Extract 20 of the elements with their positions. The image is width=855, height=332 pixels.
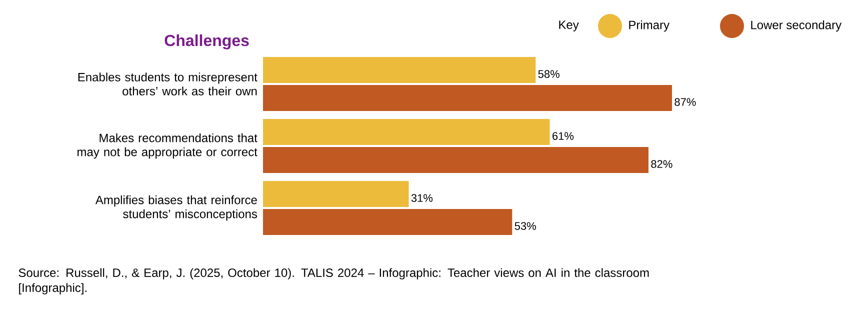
- legend-title: Key: [559, 20, 579, 32]
- bar: [263, 57, 536, 83]
- data-label: 53%: [514, 222, 536, 230]
- chart-title: Challenges: [164, 34, 249, 50]
- data-label: 61%: [552, 132, 574, 140]
- bar: [263, 118, 550, 145]
- data-label: 87%: [674, 98, 696, 106]
- source-note: Source: Russell, D., & Earp, J. (2025, October 10). TALIS 2024 – Infographic: Teacher views on AI in the classroom [Infographic].: [18, 268, 649, 294]
- bar: [263, 146, 648, 173]
- bar: [263, 85, 672, 111]
- bar: [263, 180, 409, 207]
- y-tick-label: Amplifies biases that reinforce students’ misconceptions: [95, 195, 258, 221]
- y-tick-label: Enables students to misrepresent others’ work as their own: [78, 72, 258, 96]
- y-tick-label: Makes recommendations that may not be appropriate or correct: [78, 133, 258, 159]
- data-label: 58%: [538, 70, 560, 78]
- data-label: 82%: [651, 160, 672, 168]
- bar: [263, 208, 512, 235]
- data-label: 31%: [411, 194, 433, 202]
- legend-label: Lower secondary: [751, 20, 842, 32]
- legend-label: Primary: [629, 20, 670, 32]
